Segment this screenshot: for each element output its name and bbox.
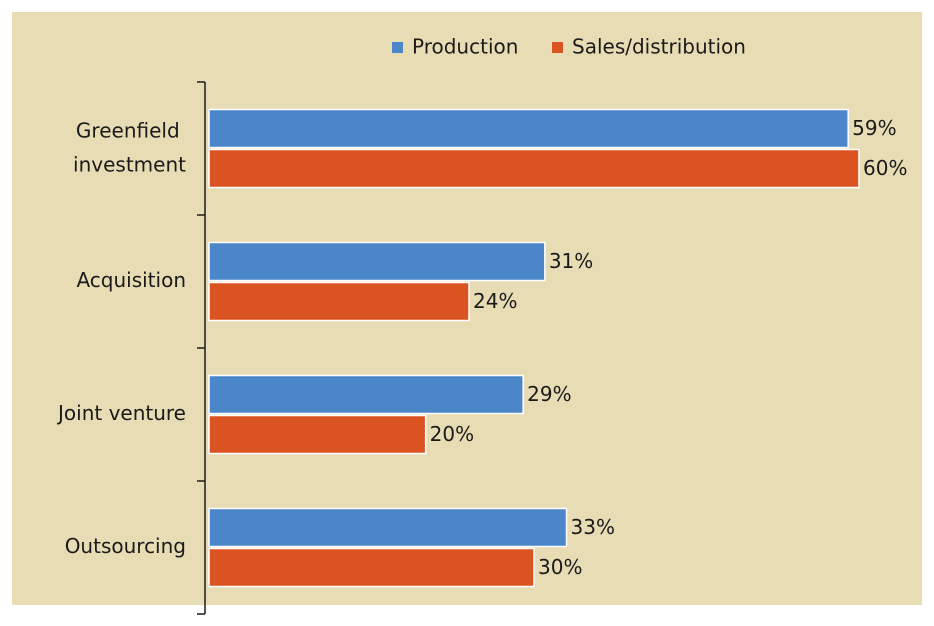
- data-label: 33%: [571, 515, 615, 539]
- bar: [208, 108, 849, 149]
- bar: [208, 507, 568, 548]
- data-label: 59%: [852, 116, 896, 140]
- data-label: 60%: [863, 156, 907, 180]
- label-line: investment: [73, 152, 186, 176]
- data-label: 31%: [549, 249, 593, 273]
- bar: [208, 374, 524, 415]
- data-label: 30%: [538, 555, 582, 579]
- bar: [208, 547, 535, 588]
- bar: [208, 414, 427, 455]
- bar: [208, 241, 546, 282]
- legend-label: Production: [412, 35, 518, 59]
- data-label: 20%: [430, 422, 474, 446]
- y-tick-label: Greenfield investment: [73, 118, 186, 176]
- legend-label: Sales/distribution: [572, 35, 746, 59]
- y-tick-label: Outsourcing: [65, 534, 186, 558]
- data-label: 24%: [473, 289, 517, 313]
- y-tick-label: Acquisition: [76, 268, 186, 292]
- data-label: 29%: [527, 382, 571, 406]
- bar: [208, 281, 470, 322]
- label-line: Greenfield: [76, 118, 186, 142]
- legend-swatch: [392, 42, 403, 53]
- legend-swatch: [552, 42, 563, 53]
- y-tick-label: Joint venture: [56, 401, 186, 425]
- bar: [208, 148, 860, 189]
